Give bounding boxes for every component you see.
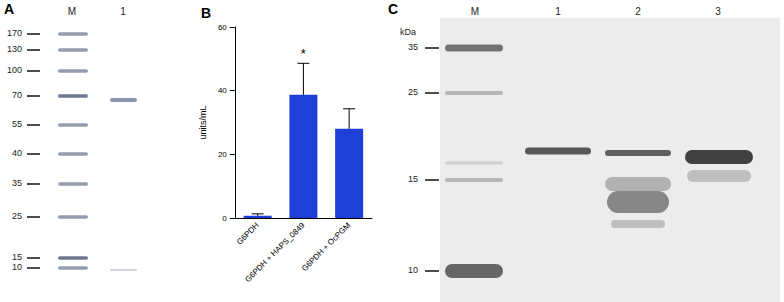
svg-text:3: 3 [715, 6, 721, 17]
svg-text:*: * [301, 46, 306, 61]
svg-text:25: 25 [12, 211, 22, 221]
svg-text:G6PDH: G6PDH [235, 221, 261, 247]
svg-text:units/mL: units/mL [198, 105, 208, 139]
svg-text:C: C [388, 1, 398, 17]
svg-text:100: 100 [7, 65, 22, 75]
svg-text:10: 10 [12, 262, 22, 272]
svg-text:20: 20 [218, 150, 227, 159]
svg-text:1: 1 [555, 6, 561, 17]
svg-text:15: 15 [12, 252, 22, 262]
svg-text:60: 60 [218, 23, 227, 32]
svg-text:G6PDH + OcPGM: G6PDH + OcPGM [300, 221, 352, 273]
svg-text:55: 55 [12, 119, 22, 129]
svg-text:B: B [201, 5, 211, 21]
svg-text:40: 40 [218, 86, 227, 95]
svg-text:2: 2 [635, 6, 641, 17]
svg-text:35: 35 [408, 42, 418, 52]
svg-text:A: A [4, 1, 14, 17]
svg-text:1: 1 [120, 6, 126, 17]
svg-text:10: 10 [408, 265, 418, 275]
svg-text:70: 70 [12, 90, 22, 100]
svg-text:25: 25 [408, 87, 418, 97]
svg-text:M: M [68, 6, 76, 17]
svg-text:170: 170 [7, 28, 22, 38]
svg-text:0: 0 [222, 214, 227, 223]
svg-text:G6PDH + HAPS_0849: G6PDH + HAPS_0849 [243, 220, 307, 284]
svg-text:130: 130 [7, 44, 22, 54]
svg-text:15: 15 [408, 174, 418, 184]
svg-text:40: 40 [12, 148, 22, 158]
svg-text:M: M [471, 6, 479, 17]
svg-text:kDa: kDa [400, 27, 416, 37]
svg-text:35: 35 [12, 178, 22, 188]
